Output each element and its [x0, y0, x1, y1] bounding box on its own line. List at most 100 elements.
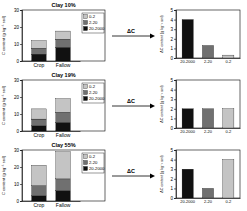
arrow	[112, 36, 150, 37]
tick-label: 2-20	[204, 129, 213, 134]
tick-label: 1	[170, 46, 173, 51]
tick: 5	[170, 8, 176, 13]
chart: 01234520-20002-200-2ΔCΔC content (g kg⁻¹…	[112, 78, 241, 134]
plot-frame	[22, 80, 105, 131]
tick-mark	[20, 167, 22, 168]
tick-label: 30	[14, 8, 20, 13]
axis: Crop Fallow	[23, 62, 81, 68]
legend-swatch	[84, 167, 88, 171]
tick-label: 3	[170, 167, 173, 172]
tick: 5	[170, 78, 176, 83]
tick-mark	[20, 97, 22, 98]
tick: 5	[170, 148, 176, 153]
legend-swatch	[84, 85, 88, 89]
title: Clay 19%	[51, 72, 75, 78]
tick-mark	[20, 10, 22, 11]
title: Clay 10%	[51, 2, 75, 8]
tick: 2	[170, 177, 176, 182]
tick-mark	[20, 184, 22, 185]
tick: Fallow	[56, 202, 71, 208]
axis: 0 10 20 30	[14, 78, 23, 134]
chart: 0102030CropFallowClay 19%0-22-2020-2000C…	[1, 72, 105, 138]
tick-mark	[20, 27, 22, 28]
tick-label: 4	[170, 88, 173, 93]
figure: 0102030CropFallowClay 10%0-22-2020-2000C…	[0, 0, 247, 211]
tick: 10	[14, 42, 22, 47]
tick-label: 10	[14, 42, 20, 47]
tick-mark	[174, 150, 176, 151]
axis-title: ΔC content (g kg⁻¹ soil)	[160, 85, 164, 122]
tick: 1	[170, 186, 176, 191]
tick-label: 2	[170, 37, 173, 42]
tick-label: 3	[170, 27, 173, 32]
tick-label: 30	[14, 148, 20, 153]
tick: 10	[14, 112, 22, 117]
arrow-head	[150, 174, 155, 179]
tick: 2-20	[204, 59, 213, 64]
tick: 1	[170, 46, 176, 51]
tick-mark	[174, 20, 176, 21]
tick-label: 3	[170, 97, 173, 102]
tick-label: 30	[14, 78, 20, 83]
tick-label: 0-2	[225, 59, 232, 64]
tick-label: Crop	[33, 62, 44, 68]
annotation: ΔC	[127, 28, 135, 34]
tick: 0-2	[225, 129, 232, 134]
legend-label: 20-2000	[89, 96, 105, 101]
tick: 4	[170, 88, 176, 93]
legend: 0-22-2020-2000	[82, 153, 105, 173]
tick-label: 2-20	[204, 59, 213, 64]
tick: 2	[170, 107, 176, 112]
axis: CropFallow	[23, 202, 81, 208]
tick-mark	[174, 99, 176, 100]
tick: 2-20	[204, 129, 213, 134]
tick-label: 20-2000	[180, 129, 195, 134]
tick-label: 5	[170, 8, 173, 13]
tick-label: Fallow	[56, 132, 71, 138]
tick: Crop	[33, 132, 44, 138]
tick: 20	[14, 95, 22, 100]
bar-segment	[32, 54, 46, 61]
tick: 0	[170, 126, 176, 131]
legend-swatch	[84, 91, 88, 95]
tick-label: 20-2000	[180, 59, 195, 64]
axis-title: C content (g kg⁻¹ soil)	[1, 15, 6, 55]
plot-frame	[22, 10, 105, 61]
arrow	[112, 176, 150, 177]
tick-label: 20	[14, 95, 20, 100]
tick-label: 4	[170, 18, 173, 23]
axis-title: C content (g kg⁻¹ soil)	[1, 155, 6, 195]
tick-label: 5	[170, 148, 173, 153]
tick-label: 20-2000	[180, 199, 195, 204]
tick: 1	[170, 116, 176, 121]
tick-label: Fallow	[56, 62, 71, 68]
legend-swatch	[84, 27, 88, 31]
tick-label: 4	[170, 158, 173, 163]
tick-mark	[20, 80, 22, 81]
arrow-head	[150, 34, 155, 39]
bar-segment	[56, 123, 70, 132]
tick-label: 0-2	[225, 199, 232, 204]
marks	[32, 31, 71, 61]
bar	[182, 109, 193, 128]
tick-label: 10	[14, 112, 20, 117]
tick-mark	[20, 131, 22, 132]
bar-segment	[56, 152, 70, 179]
bar-segment	[32, 41, 46, 49]
tick-label: 0	[170, 56, 173, 61]
chart: 01234520-20002-200-2ΔCΔC content (g kg⁻¹…	[112, 8, 241, 64]
tick: 20	[14, 165, 22, 170]
plot-frame	[176, 10, 240, 58]
axis-title: C content (g kg⁻¹ soil)	[1, 85, 6, 125]
tick-label: 0	[16, 129, 19, 134]
tick-label: 5	[170, 78, 173, 83]
marks	[32, 152, 71, 201]
tick-mark	[174, 160, 176, 161]
bar	[182, 20, 193, 58]
tick-label: 0-2	[225, 129, 232, 134]
legend-swatch	[84, 15, 88, 19]
bar-segment	[56, 191, 70, 201]
tick-label: 0	[170, 196, 173, 201]
plot-frame	[176, 80, 240, 128]
annotation: ΔC	[127, 168, 135, 174]
